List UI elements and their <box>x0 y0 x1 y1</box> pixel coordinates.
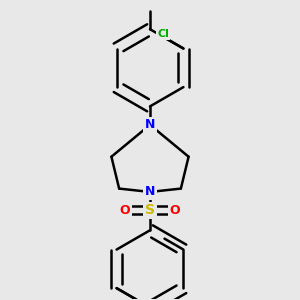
Text: Cl: Cl <box>157 29 169 39</box>
Text: O: O <box>119 204 130 217</box>
Text: N: N <box>145 118 155 131</box>
Text: O: O <box>170 204 181 217</box>
Text: S: S <box>145 203 155 218</box>
Text: N: N <box>145 185 155 198</box>
